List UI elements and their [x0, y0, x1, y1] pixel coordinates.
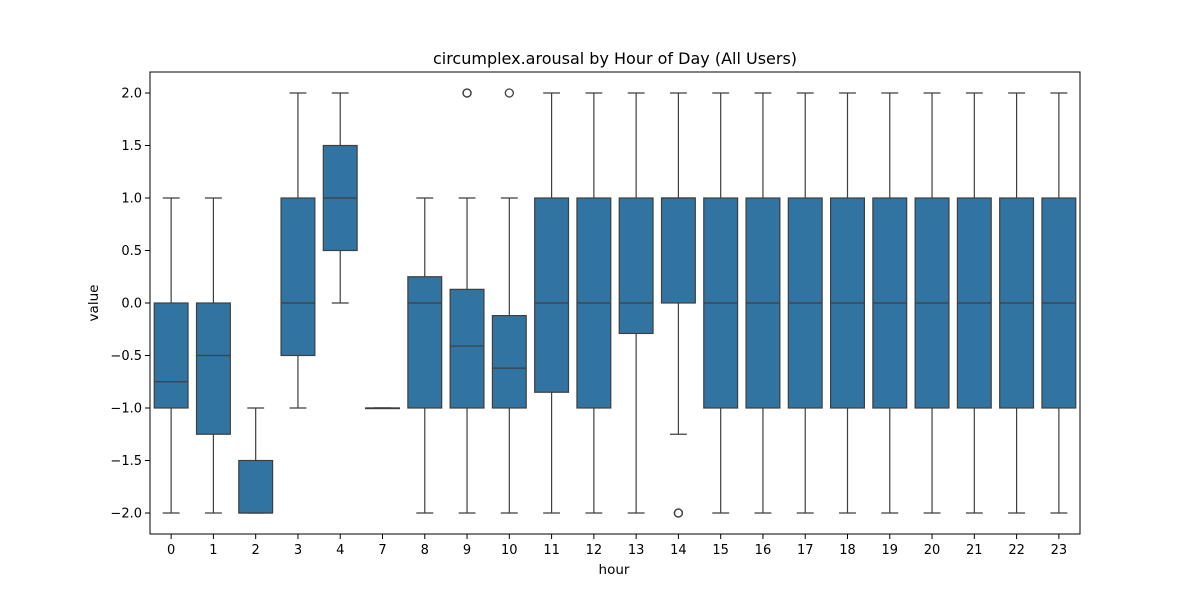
y-tick-label: 0.5: [121, 244, 142, 259]
x-axis-label: hour: [599, 562, 630, 578]
x-tick-label: 7: [378, 543, 386, 558]
x-tick-label: 21: [966, 543, 983, 558]
y-tick-label: −1.5: [110, 454, 142, 469]
x-tick-label: 20: [924, 543, 941, 558]
x-tick-label: 13: [628, 543, 645, 558]
y-tick-label: −0.5: [110, 349, 142, 364]
x-tick-label: 9: [463, 543, 471, 558]
box-hour-0: [153, 302, 189, 409]
box-hour-11: [534, 197, 570, 393]
y-tick-label: −2.0: [110, 507, 142, 522]
x-tick-label: 23: [1051, 543, 1068, 558]
x-tick-label: 19: [881, 543, 898, 558]
x-tick-label: 2: [252, 543, 260, 558]
outlier-point: [673, 508, 684, 518]
box-hour-10: [491, 315, 527, 409]
chart-title: circumplex.arousal by Hour of Day (All U…: [433, 49, 797, 68]
y-tick-label: 1.0: [121, 192, 142, 207]
x-tick-label: 11: [543, 543, 560, 558]
x-tick-label: 4: [336, 543, 344, 558]
box-hour-1: [195, 302, 231, 435]
x-tick-label: 12: [586, 543, 603, 558]
x-tick-label: 10: [501, 543, 518, 558]
box-hour-9: [449, 288, 485, 409]
box-hour-3: [280, 197, 316, 357]
x-tick-label: 16: [755, 543, 772, 558]
outlier-point: [504, 88, 514, 98]
x-tick-label: 8: [421, 543, 429, 558]
x-tick-label: 1: [209, 543, 217, 558]
y-axis-label: value: [86, 285, 102, 322]
x-tick-label: 18: [839, 543, 856, 558]
x-tick-label: 15: [712, 543, 729, 558]
y-tick-label: 2.0: [121, 87, 142, 102]
x-tick-label: 17: [797, 543, 814, 558]
box-hour-2: [238, 459, 274, 514]
y-tick-label: −1.0: [110, 402, 142, 417]
outlier-point: [462, 88, 472, 98]
y-tick-label: 1.5: [121, 139, 142, 154]
box-hour-13: [618, 197, 654, 335]
box-hour-8: [407, 276, 443, 409]
box-hour-14: [660, 197, 696, 304]
x-tick-label: 3: [294, 543, 302, 558]
x-tick-label: 0: [167, 543, 175, 558]
x-tick-label: 14: [670, 543, 687, 558]
x-tick-label: 22: [1008, 543, 1025, 558]
y-tick-label: 0.0: [121, 297, 142, 312]
axes-frame: [149, 71, 1081, 535]
plot-area: 2.01.51.00.50.0−0.5−1.0−1.5−2.00 1 2 3 4 7 8 9 1…: [110, 87, 1077, 558]
